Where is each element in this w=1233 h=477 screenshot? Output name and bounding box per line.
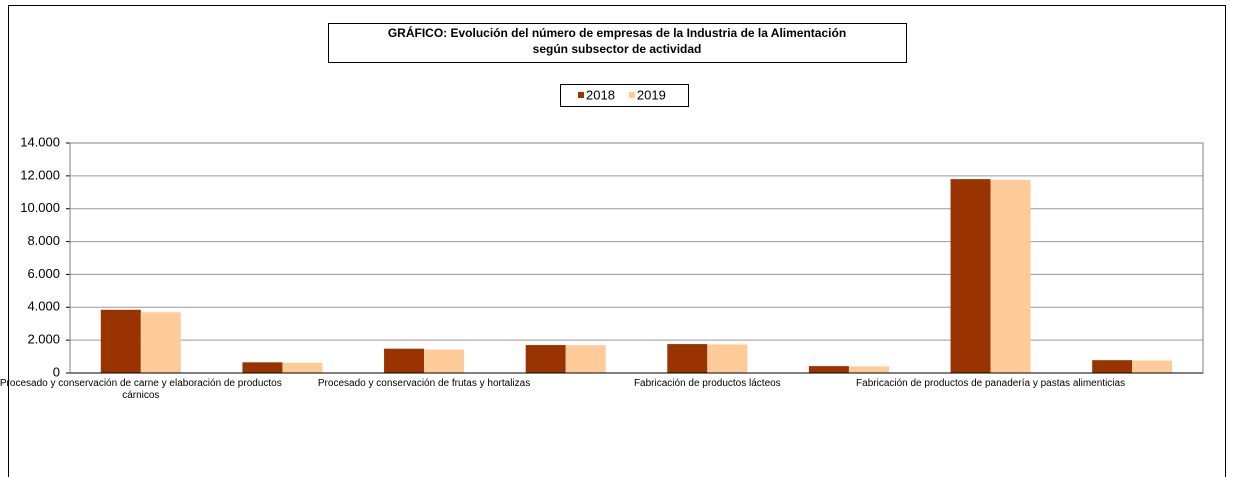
bar [1092, 360, 1133, 373]
legend-box [560, 84, 689, 107]
bar [707, 344, 748, 373]
bar [424, 349, 465, 373]
bar [140, 312, 181, 373]
y-tick-label: 10.000 [20, 200, 60, 215]
legend-swatch [628, 92, 635, 98]
bar [100, 309, 141, 373]
x-tick-label: Fabricación de productos lácteos [633, 378, 781, 389]
legend-swatch [578, 92, 584, 98]
bar [808, 366, 849, 373]
y-tick-label: 6.000 [27, 266, 60, 281]
bar [848, 366, 889, 373]
bar [242, 362, 283, 373]
y-tick-label: 0 [53, 364, 60, 379]
bar [1132, 360, 1173, 373]
title-box [328, 23, 907, 63]
bar [667, 344, 708, 373]
bar [282, 362, 323, 373]
y-tick-label: 12.000 [20, 167, 60, 182]
y-tick-label: 14.000 [20, 134, 60, 149]
bar [525, 345, 566, 373]
bar [384, 348, 425, 373]
y-tick-label: 4.000 [27, 299, 60, 314]
legend-label: 2018 [586, 87, 615, 102]
x-tick-label: Procesado y conservación de frutas y hor… [317, 378, 531, 389]
y-tick-label: 2.000 [27, 332, 60, 347]
bar [565, 345, 606, 373]
legend-label: 2019 [637, 87, 666, 102]
chart-title: GRÁFICO: Evolución del número de empresa… [388, 25, 846, 40]
y-tick-label: 8.000 [27, 233, 60, 248]
bar [950, 179, 991, 373]
frame [8, 5, 1226, 477]
x-tick-label: Procesado y conservación de carne y elab… [0, 378, 282, 401]
plot-area [69, 142, 1204, 374]
x-tick-label: Fabricación de productos de panadería y … [856, 378, 1126, 389]
chart-title: según subsector de actividad [533, 42, 702, 56]
bar [990, 179, 1031, 373]
